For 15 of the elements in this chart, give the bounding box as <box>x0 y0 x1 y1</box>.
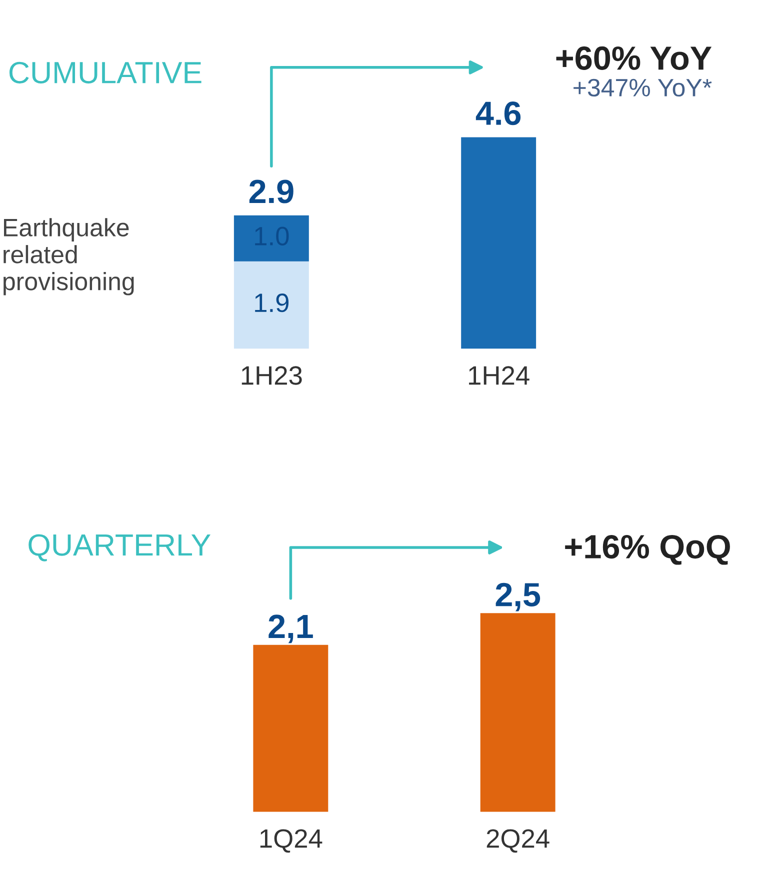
x-tick-label: 1Q24 <box>260 829 322 853</box>
chart-title: CUMULATIVE <box>9 62 202 84</box>
text: +16% QoQ <box>565 534 730 565</box>
x-tick-label: 1H24 <box>469 366 530 385</box>
total-label: 4.6 <box>476 102 521 126</box>
x-tick-label: 1H23 <box>242 366 302 385</box>
total-label: 2.9 <box>249 180 294 204</box>
data-label: 2,1 <box>268 614 313 644</box>
x-tick-label: 2Q24 <box>486 829 550 853</box>
text: +347% YoY* <box>574 78 712 97</box>
data-label: 1.9 <box>255 294 289 312</box>
chart-title: QUARTERLY <box>28 534 210 562</box>
text: Earthquake related provisioning <box>4 218 134 296</box>
data-label: 2,5 <box>496 582 540 612</box>
text: +60% YoY <box>556 46 712 70</box>
